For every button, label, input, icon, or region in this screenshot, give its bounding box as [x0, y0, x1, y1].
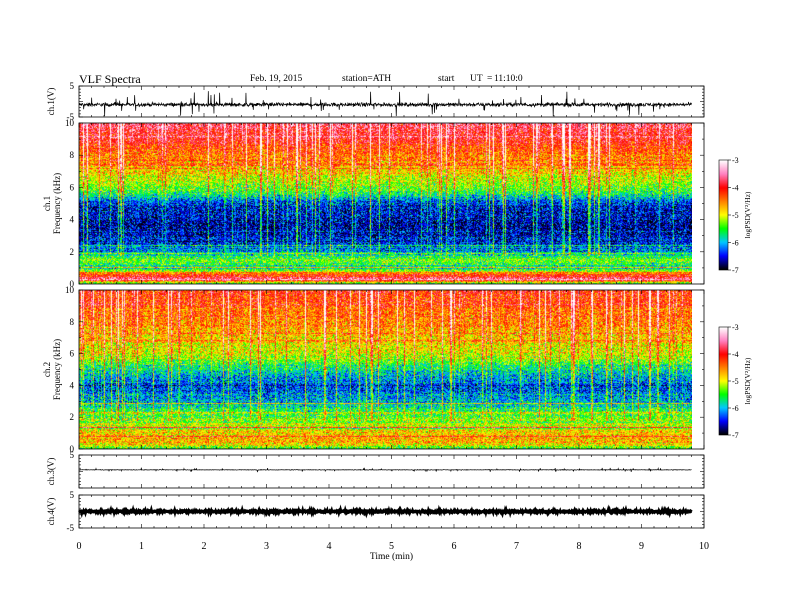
- x-tick-label: 5: [389, 541, 394, 552]
- colorbar-tick-label: -6: [732, 239, 739, 248]
- y-tick-label: 6: [70, 182, 75, 192]
- panel-ch1-waveform: 5 -5 ch.1(V): [46, 81, 705, 122]
- date-label: Feb. 19, 2015: [250, 74, 303, 84]
- ut-label: UT: [470, 74, 483, 84]
- y-axis-label: Frequency (kHz): [52, 173, 62, 234]
- waveform-line-4: [78, 504, 693, 519]
- colorbar-tick-label: -5: [732, 377, 739, 386]
- panel-ch2-spectrogram: 0 2 4 6 8 10 ch.2 Frequency (kHz): [42, 285, 705, 454]
- colorbar-tick-label: -4: [732, 350, 739, 359]
- colorbar-1: -3 -4 -5 -6 -7 logPSD(V²/Hz): [718, 156, 752, 275]
- x-tick-label: 6: [452, 541, 457, 552]
- x-tick-label: 9: [639, 541, 644, 552]
- x-tick-label: 1: [139, 541, 144, 552]
- station-label: station=ATH: [342, 74, 392, 84]
- y-tick-label: 5: [70, 450, 75, 460]
- y-axis-channel-label: ch.1: [42, 196, 52, 211]
- y-axis-label: ch.4(V): [46, 498, 56, 526]
- x-tick-label: 10: [699, 541, 709, 552]
- spectrogram-image-2: [79, 290, 692, 449]
- colorbar-tick-label: -7: [732, 431, 739, 440]
- y-tick-label: -5: [67, 523, 75, 533]
- x-axis: 0 1 2 3 4 5 6 7 8 9 10 Time (min): [77, 541, 710, 562]
- x-tick-label: 2: [202, 541, 207, 552]
- waveform-line-3: [78, 466, 692, 473]
- start-label: start: [438, 74, 455, 84]
- y-tick-label: 4: [70, 215, 75, 225]
- colorbar-label: logPSD(V²/Hz): [743, 191, 752, 238]
- colorbar-label: logPSD(V²/Hz): [743, 357, 752, 404]
- y-tick-label: 8: [70, 317, 75, 327]
- y-tick-label: 0: [70, 279, 75, 289]
- colorbar-gradient: [719, 160, 728, 270]
- waveform-line-0: [78, 91, 692, 117]
- panel-ch3-waveform: 5 ch.3(V): [46, 450, 705, 489]
- panel-frame: [78, 85, 705, 118]
- panel-ch4-waveform: 5 -5 ch.4(V): [46, 490, 705, 533]
- y-axis-label: ch.1(V): [46, 88, 56, 116]
- y-tick-label: 2: [70, 412, 75, 422]
- x-axis-label: Time (min): [370, 551, 413, 562]
- y-axis-label: ch.3(V): [46, 458, 56, 486]
- y-tick-label: 5: [70, 490, 75, 500]
- y-axis-channel-label: ch.2: [42, 362, 52, 377]
- colorbar-tick-label: -7: [732, 266, 739, 275]
- colorbar-tick-label: -3: [732, 323, 739, 332]
- colorbar-tick-label: -5: [732, 211, 739, 220]
- x-tick-label: 0: [77, 541, 82, 552]
- y-axis-label: Frequency (kHz): [52, 339, 62, 400]
- colorbar-2: -3 -4 -5 -6 -7 logPSD(V²/Hz): [718, 323, 752, 440]
- colorbar-tick-label: -6: [732, 404, 739, 413]
- panel-frame: [78, 454, 705, 489]
- y-tick-label: 10: [65, 118, 75, 128]
- panel-ch1-spectrogram: 0 2 4 6 8 10 ch.1 Frequency (kHz): [42, 118, 705, 289]
- x-tick-label: 3: [264, 541, 269, 552]
- y-tick-label: 10: [65, 285, 75, 295]
- y-tick-label: 5: [70, 81, 75, 91]
- y-tick-label: 0: [70, 444, 75, 454]
- spectrogram-image-1: [79, 123, 692, 284]
- y-tick-label: 6: [70, 349, 75, 359]
- x-tick-label: 7: [514, 541, 519, 552]
- y-tick-label: 8: [70, 150, 75, 160]
- start-time-label: 11:10:0: [494, 74, 523, 84]
- colorbar-gradient: [719, 327, 728, 435]
- x-tick-label: 8: [577, 541, 582, 552]
- chart-title: VLF Spectra: [79, 72, 141, 86]
- y-tick-label: 4: [70, 380, 75, 390]
- colorbar-tick-label: -4: [732, 184, 739, 193]
- y-tick-label: 2: [70, 247, 75, 257]
- equals-label: =: [487, 74, 493, 84]
- y-tick-label: -5: [67, 112, 75, 122]
- colorbar-tick-label: -3: [732, 156, 739, 165]
- x-tick-label: 4: [327, 541, 332, 552]
